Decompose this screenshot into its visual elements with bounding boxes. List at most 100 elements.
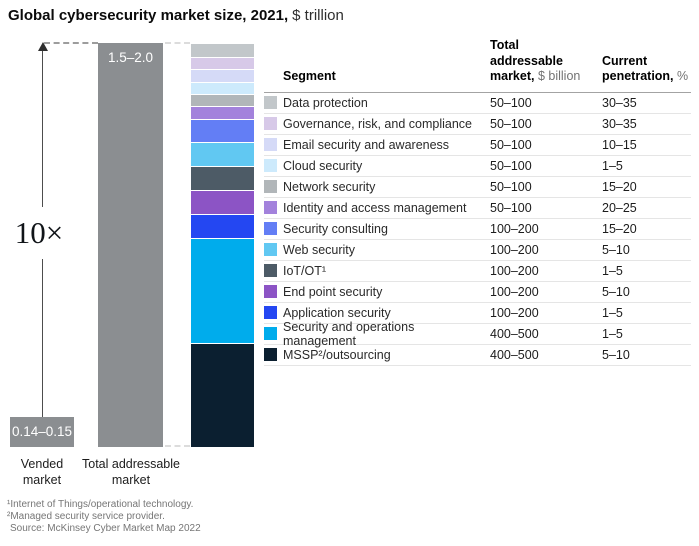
vended-bar-value: 0.14–0.15	[11, 424, 73, 439]
footnote-line: ¹Internet of Things/operational technolo…	[7, 499, 194, 510]
stacked-segment	[191, 44, 254, 57]
segment-table-body: Data protection 50–100 30–35 Governance, ri…	[264, 93, 691, 366]
legend-swatch-icon	[264, 348, 277, 362]
vended-market-bar: 0.14–0.15	[10, 417, 74, 447]
header-tam: Total addressable market, $ billion	[490, 38, 581, 84]
footnotes: ¹Internet of Things/operational technolo…	[7, 499, 201, 536]
table-row: MSSP²/outsourcing 400–500 5–10	[264, 345, 691, 366]
segment-penetration-value: 10–15	[602, 137, 637, 152]
dashed-guide-bottom-right	[165, 445, 190, 447]
table-row: Web security 100–200 5–10	[264, 240, 691, 261]
table-row: Identity and access management 50–100 20–2…	[264, 198, 691, 219]
stacked-segment	[191, 239, 254, 343]
segment-tam-value: 50–100	[490, 116, 532, 131]
legend-swatch-icon	[264, 117, 277, 131]
stacked-segment	[191, 143, 254, 166]
legend-swatch-icon	[264, 96, 277, 110]
segment-name: Network security	[283, 179, 376, 194]
vended-market-axis-label: Vended market	[20, 457, 64, 488]
table-row: IoT/OT¹ 100–200 1–5	[264, 261, 691, 282]
table-row: Security consulting 100–200 15–20	[264, 219, 691, 240]
segment-name: Web security	[283, 242, 356, 257]
legend-swatch-icon	[264, 201, 277, 215]
source-line: Source: McKinsey Cyber Market Map 2022	[10, 523, 201, 535]
stacked-segment	[191, 95, 254, 106]
segment-name: Identity and access management	[283, 200, 467, 215]
stacked-segment	[191, 120, 254, 142]
segment-penetration-value: 1–5	[602, 305, 623, 320]
segment-tam-value: 50–100	[490, 158, 532, 173]
legend-swatch-icon	[264, 264, 277, 278]
segment-penetration-value: 5–10	[602, 242, 630, 257]
table-row: Cloud security 50–100 1–5	[264, 156, 691, 177]
table-row: Network security 50–100 15–20	[264, 177, 691, 198]
segment-penetration-value: 1–5	[602, 263, 623, 278]
stacked-segment	[191, 167, 254, 190]
stacked-segment	[191, 191, 254, 214]
segment-penetration-value: 30–35	[602, 95, 637, 110]
segment-penetration-value: 1–5	[602, 326, 623, 341]
segment-tam-value: 100–200	[490, 242, 539, 257]
title-bold: Global cybersecurity market size, 2021,	[8, 7, 289, 24]
segment-penetration-value: 15–20	[602, 221, 637, 236]
stacked-segment	[191, 58, 254, 69]
dashed-guide-top	[44, 42, 98, 44]
segment-tam-value: 50–100	[490, 137, 532, 152]
legend-swatch-icon	[264, 222, 277, 236]
table-row: Security and operations management 400–50…	[264, 320, 691, 348]
segment-tam-value: 100–200	[490, 263, 539, 278]
stacked-segment	[191, 344, 254, 447]
legend-swatch-icon	[264, 138, 277, 152]
segment-name: Data protection	[283, 95, 368, 110]
segment-penetration-value: 5–10	[602, 284, 630, 299]
segment-tam-value: 100–200	[490, 284, 539, 299]
table-row: Email security and awareness 50–100 10–15	[264, 135, 691, 156]
segment-name: End point security	[283, 284, 383, 299]
total-addressable-market-bar: 1.5–2.0	[98, 43, 163, 447]
segment-name: Cloud security	[283, 158, 363, 173]
tam-bar-value: 1.5–2.0	[107, 50, 154, 65]
header-segment: Segment	[283, 69, 336, 84]
segment-table-header: Segment Total addressable market, $ bill…	[264, 38, 691, 93]
segment-name: MSSP²/outsourcing	[283, 347, 391, 362]
segment-name: Email security and awareness	[283, 137, 450, 152]
segment-tam-value: 100–200	[490, 305, 539, 320]
legend-swatch-icon	[264, 243, 277, 257]
legend-swatch-icon	[264, 180, 277, 194]
segment-tam-value: 400–500	[490, 347, 539, 362]
dashed-guide-top-right	[165, 42, 190, 44]
page-title: Global cybersecurity market size, 2021, $…	[8, 7, 344, 24]
multiplier-label: 10×	[10, 207, 68, 259]
segment-penetration-value: 1–5	[602, 158, 623, 173]
stacked-segment	[191, 83, 254, 94]
segment-penetration-value: 15–20	[602, 179, 637, 194]
segment-name: IoT/OT¹	[283, 263, 327, 278]
segment-penetration-value: 30–35	[602, 116, 637, 131]
legend-swatch-icon	[264, 285, 277, 299]
segment-tam-value: 50–100	[490, 95, 532, 110]
segment-table: Segment Total addressable market, $ bill…	[264, 38, 691, 366]
legend-swatch-icon	[264, 327, 277, 341]
segment-name: Security and operations management	[283, 319, 415, 348]
growth-arrow-head-icon	[38, 42, 48, 51]
header-penetration: Current penetration, %	[602, 53, 689, 84]
table-row: Governance, risk, and compliance 50–100 30…	[264, 114, 691, 135]
stacked-segment	[191, 70, 254, 82]
table-row: End point security 100–200 5–10	[264, 282, 691, 303]
table-row: Data protection 50–100 30–35	[264, 93, 691, 114]
table-row: Application security 100–200 1–5	[264, 303, 691, 324]
tam-axis-label: Total addressable market	[82, 457, 180, 488]
segment-tam-value: 50–100	[490, 200, 532, 215]
segment-name: Application security	[283, 305, 391, 320]
segment-tam-value: 400–500	[490, 326, 539, 341]
stacked-segment	[191, 107, 254, 119]
legend-swatch-icon	[264, 159, 277, 173]
segment-tam-value: 50–100	[490, 179, 532, 194]
stacked-segment	[191, 215, 254, 238]
segment-tam-value: 100–200	[490, 221, 539, 236]
segment-name: Security consulting	[283, 221, 388, 236]
title-unit: $ trillion	[292, 7, 344, 24]
legend-swatch-icon	[264, 306, 277, 320]
segment-stacked-bar	[191, 44, 254, 447]
